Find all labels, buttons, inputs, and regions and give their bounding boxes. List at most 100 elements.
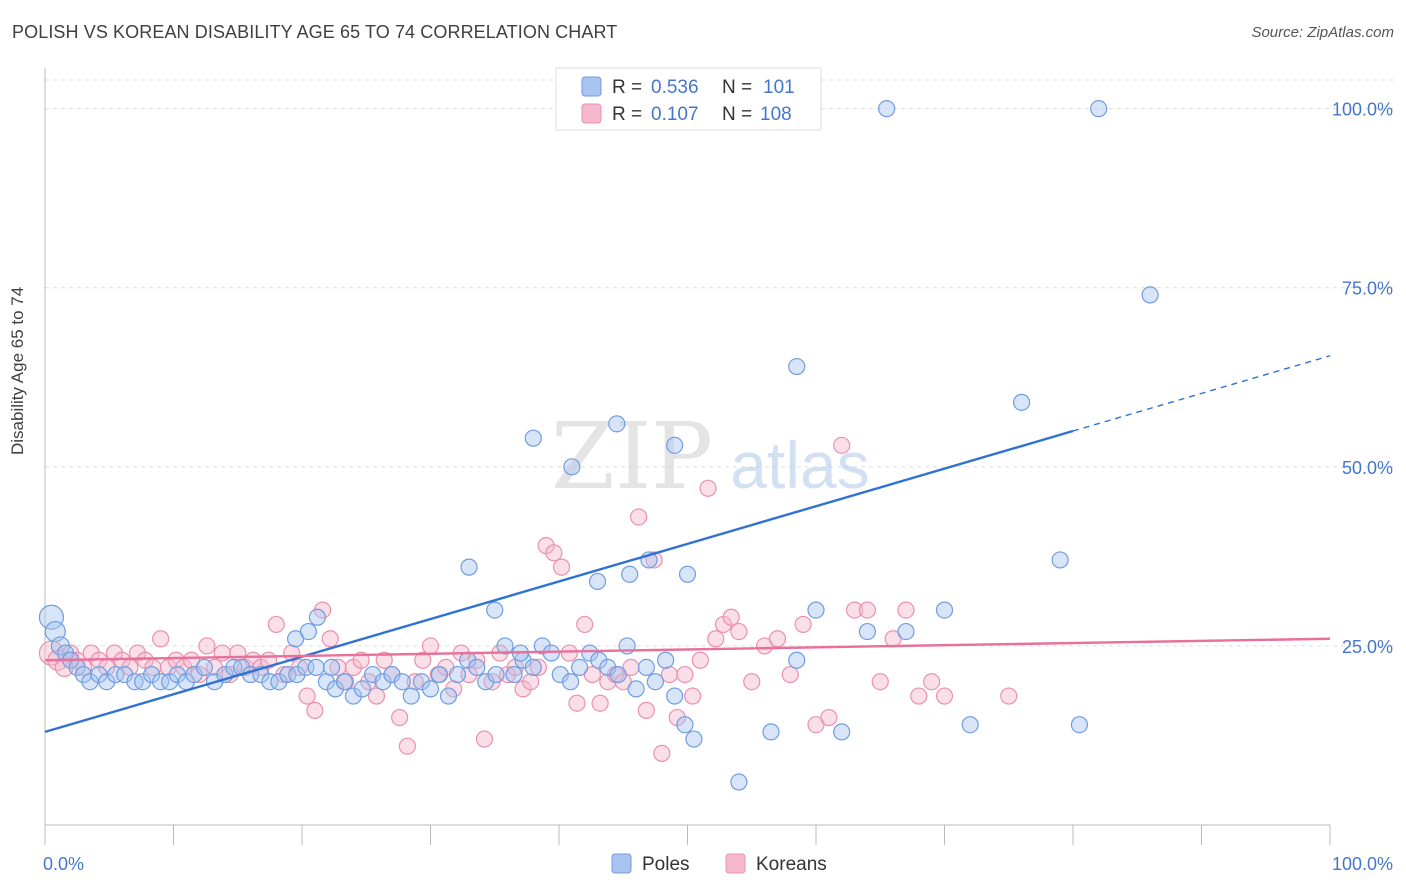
koreans-point bbox=[897, 601, 915, 619]
koreans-point bbox=[653, 744, 671, 762]
legend-r-label-poles: R = bbox=[612, 77, 642, 98]
poles-point bbox=[430, 665, 449, 684]
koreans-point bbox=[560, 644, 578, 662]
koreans-point bbox=[552, 558, 571, 576]
poles-point bbox=[788, 357, 806, 376]
bottom-legend-poles-swatch bbox=[611, 853, 632, 874]
poles-point bbox=[270, 673, 288, 691]
koreans-point bbox=[637, 701, 655, 719]
koreans-point bbox=[529, 658, 548, 677]
koreans-point bbox=[591, 694, 609, 712]
chart-title: POLISH VS KOREAN DISABILITY AGE 65 TO 74… bbox=[12, 22, 618, 42]
koreans-point bbox=[321, 630, 339, 648]
bottom-legend-koreans-swatch bbox=[725, 853, 746, 874]
legend-n-value-koreans: 108 bbox=[760, 104, 792, 125]
watermark: ZIP atlas bbox=[551, 403, 870, 510]
y-tick-label: 75.0% bbox=[1342, 279, 1393, 299]
koreans-point bbox=[755, 637, 774, 655]
poles-point bbox=[421, 680, 440, 698]
poles-point bbox=[524, 429, 542, 447]
poles-point bbox=[468, 658, 486, 677]
poles-point bbox=[288, 665, 306, 684]
poles-point bbox=[460, 558, 478, 576]
poles-points bbox=[38, 100, 1159, 791]
poles-point bbox=[107, 665, 125, 684]
axes bbox=[44, 68, 1331, 845]
koreans-point bbox=[820, 708, 838, 727]
poles-point bbox=[412, 673, 431, 691]
y-axis-label: Disability Age 65 to 74 bbox=[8, 286, 27, 455]
x-tick-label: 0.0% bbox=[43, 854, 84, 874]
legend-koreans-swatch bbox=[581, 103, 602, 124]
koreans-point bbox=[691, 651, 709, 669]
koreans-point bbox=[722, 608, 740, 626]
poles-point bbox=[878, 100, 896, 118]
poles-point bbox=[505, 665, 523, 684]
tick-labels: 25.0% 50.0% 75.0% 100.0% 0.0% 100.0% bbox=[43, 100, 1393, 874]
koreans-point bbox=[522, 673, 540, 691]
poles-point bbox=[335, 673, 354, 691]
poles-point bbox=[344, 687, 362, 705]
poles-point bbox=[393, 673, 411, 691]
poles-point bbox=[134, 673, 152, 691]
poles-point bbox=[666, 436, 684, 454]
poles-point bbox=[961, 716, 979, 734]
koreans-point bbox=[475, 730, 494, 748]
koreans-point bbox=[267, 615, 285, 634]
poles-point bbox=[143, 665, 161, 684]
koreans-point bbox=[699, 479, 717, 497]
koreans-point bbox=[568, 694, 586, 712]
poles-point bbox=[762, 723, 780, 741]
poles-point bbox=[657, 651, 675, 669]
poles-point bbox=[448, 665, 467, 684]
watermark-zip: ZIP bbox=[551, 403, 713, 510]
poles-point bbox=[1051, 551, 1069, 569]
poles-point bbox=[439, 687, 458, 705]
koreans-point bbox=[421, 637, 440, 655]
poles-point bbox=[627, 680, 645, 698]
poles-point bbox=[326, 680, 345, 698]
koreans-point bbox=[352, 651, 370, 669]
bottom-legend-koreans-label: Koreans bbox=[756, 854, 827, 875]
koreans-point bbox=[298, 687, 316, 705]
poles-point bbox=[1012, 393, 1031, 411]
poles-point bbox=[261, 673, 279, 691]
koreans-point bbox=[367, 687, 386, 705]
poles-point bbox=[1070, 716, 1089, 734]
koreans-point bbox=[676, 665, 694, 684]
koreans-point bbox=[781, 665, 799, 684]
poles-point bbox=[524, 658, 542, 677]
poles-point bbox=[590, 651, 608, 669]
poles-point bbox=[788, 651, 806, 669]
poles-point bbox=[621, 565, 639, 583]
legend: R = 0.536 N = 101 R = 0.107 N = 108 bbox=[555, 67, 822, 131]
koreans-point bbox=[707, 630, 725, 648]
poles-point bbox=[38, 604, 65, 630]
poles-point bbox=[570, 658, 589, 677]
poles-point bbox=[685, 730, 703, 748]
koreans-point bbox=[229, 644, 247, 662]
poles-point bbox=[563, 458, 581, 476]
poles-point bbox=[833, 723, 851, 741]
koreans-point bbox=[545, 544, 563, 562]
koreans-point bbox=[910, 687, 928, 705]
poles-point bbox=[666, 687, 684, 705]
koreans-point bbox=[794, 615, 812, 634]
koreans-point bbox=[684, 687, 702, 705]
poles-point bbox=[81, 673, 99, 691]
koreans-point bbox=[375, 651, 393, 669]
poles-point bbox=[1090, 100, 1108, 118]
poles-point bbox=[807, 601, 825, 619]
poles-point bbox=[858, 622, 877, 641]
poles-point bbox=[308, 608, 327, 626]
source-label: Source: ZipAtlas.com bbox=[1251, 24, 1394, 41]
koreans-point bbox=[152, 630, 170, 648]
poles-point bbox=[322, 658, 341, 677]
poles-point bbox=[152, 673, 170, 691]
poles-point bbox=[195, 658, 213, 677]
poles-point bbox=[581, 644, 599, 662]
poles-point bbox=[1141, 286, 1159, 304]
poles-point bbox=[561, 673, 580, 691]
y-tick-label: 50.0% bbox=[1342, 458, 1393, 478]
